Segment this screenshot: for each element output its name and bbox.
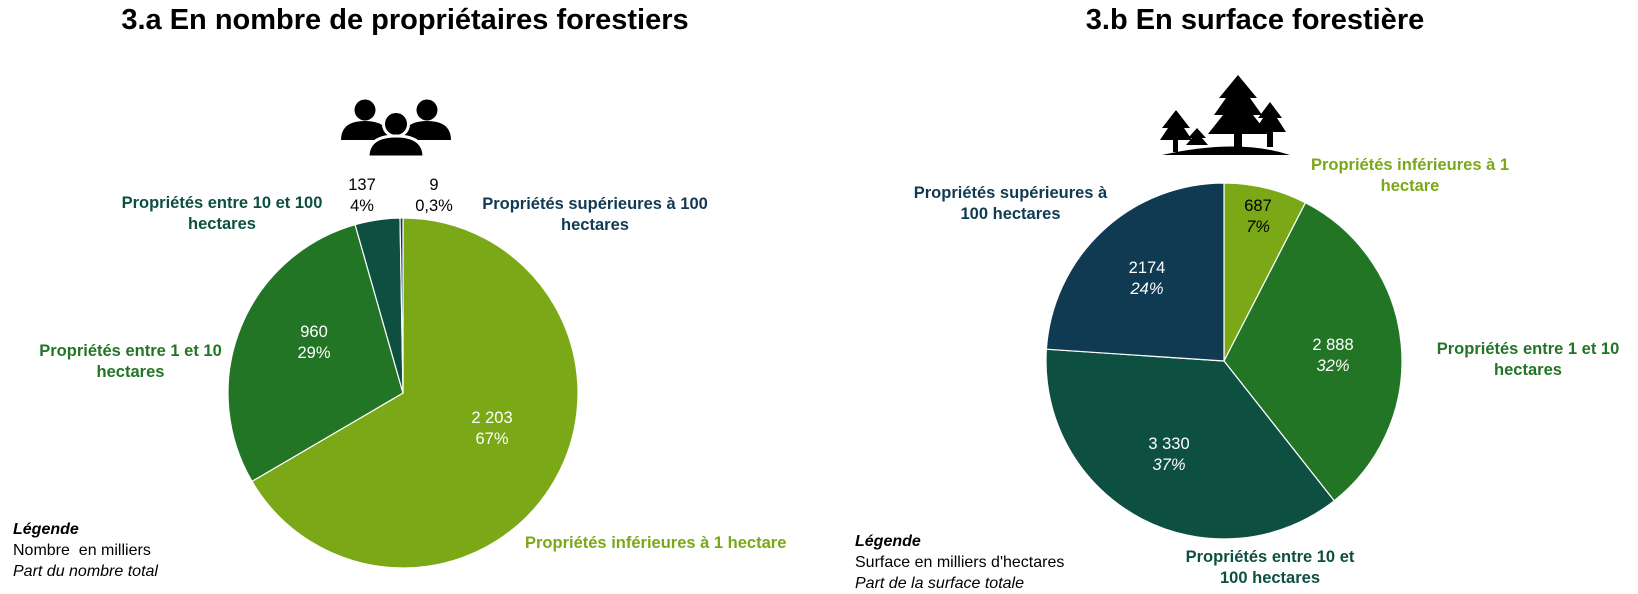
chart-b-value-1-10ha: 2 888 32% [1312, 336, 1354, 375]
chart-b-label-1-10ha: Propriétés entre 1 et 10 hectares [1436, 340, 1620, 379]
chart-b-slice-10-100ha [1045, 348, 1336, 540]
chart-a-label-lt1ha: Propriétés inférieures à 1 hectare [525, 534, 787, 552]
legend-line-value: Nombre en milliers [13, 542, 151, 559]
chart-b-slice-gt100ha [1045, 182, 1225, 362]
chart-a-legend: Légende Nombre en milliers Part du nombr… [13, 519, 158, 582]
chart-a-value-gt100ha: 9 0,3% [415, 176, 453, 215]
chart-a-slice-gt100ha [399, 217, 404, 394]
chart-a-value-1-10ha: 960 29% [297, 323, 331, 362]
chart-a-label-1-10ha: Propriétés entre 1 et 10 hectares [39, 342, 222, 381]
chart-b-value-lt1ha: 687 7% [1244, 197, 1272, 236]
pie-chart-a [227, 217, 579, 569]
chart-a-title: 3.a En nombre de propriétaires forestier… [121, 4, 689, 36]
chart-a-label-10-100ha: Propriétés entre 10 et 100 hectares [121, 194, 323, 233]
chart-a-slice-1-10ha [227, 223, 404, 483]
legend-line-value: Surface en milliers d'hectares [855, 554, 1065, 571]
chart-a-value-10-100ha: 137 4% [348, 176, 376, 215]
chart-a-slice-lt1ha [251, 217, 579, 569]
legend-line-share: Part du nombre total [13, 563, 158, 580]
chart-b-label-lt1ha: Propriétés inférieures à 1 hectare [1310, 156, 1510, 195]
chart-b-value-gt100ha: 2174 24% [1128, 259, 1166, 298]
chart-b-label-10-100ha: Propriétés entre 10 et 100 hectares [1185, 548, 1355, 587]
pie-chart-b [1045, 182, 1403, 540]
chart-b-label-gt100ha: Propriétés supérieures à 100 hectares [913, 184, 1108, 223]
chart-b-slice-1-10ha [1223, 201, 1403, 502]
forest-trees-icon [1160, 75, 1290, 155]
legend-title: Légende [855, 533, 921, 550]
chart-a-value-lt1ha: 2 203 67% [471, 409, 513, 448]
legend-line-share: Part de la surface totale [855, 575, 1024, 592]
legend-title: Légende [13, 521, 79, 538]
people-group-icon [341, 99, 451, 159]
chart-a-label-gt100ha: Propriétés supérieures à 100 hectares [482, 195, 708, 234]
chart-b-value-10-100ha: 3 330 37% [1148, 435, 1190, 474]
chart-b-legend: Légende Surface en milliers d'hectares P… [855, 531, 1064, 594]
chart-b-title: 3.b En surface forestière [1085, 4, 1425, 36]
